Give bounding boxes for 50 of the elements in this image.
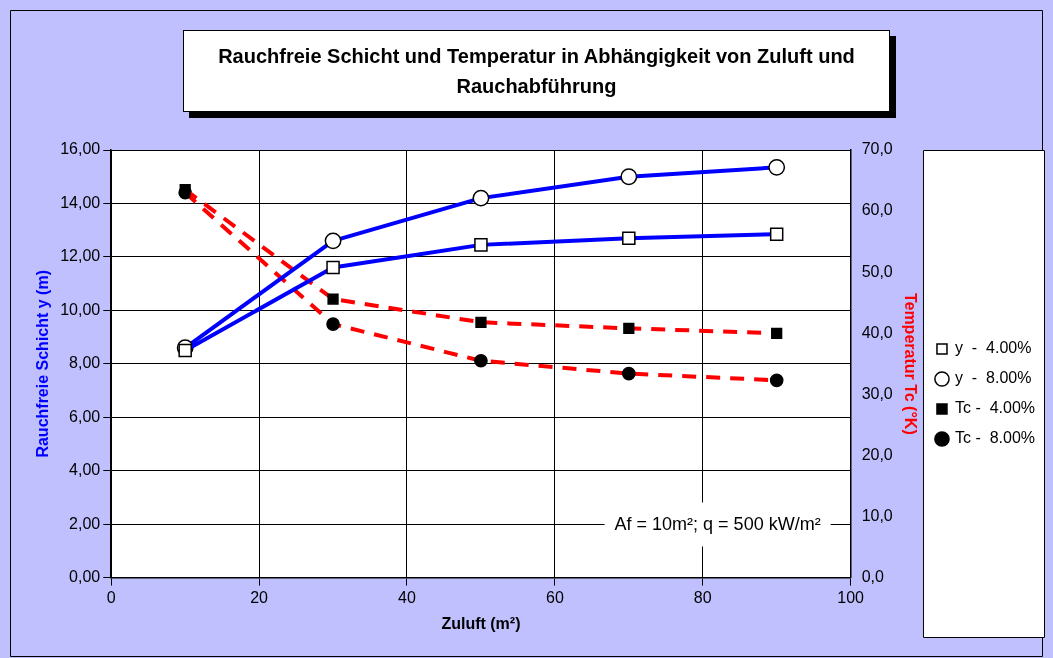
point bbox=[620, 168, 638, 186]
y2-tick-label: 20,0 bbox=[861, 445, 893, 463]
point bbox=[621, 366, 636, 381]
legend-label: Tc - 4.00% bbox=[954, 399, 1035, 417]
y2-tick-label: 60,0 bbox=[861, 201, 893, 219]
point bbox=[771, 327, 783, 339]
y-tick-label: 2,00 bbox=[69, 514, 101, 532]
annotation: Af = 10m²; q = 500 kW/m² bbox=[614, 513, 821, 534]
legend-label: y - 4.00% bbox=[954, 339, 1032, 357]
chart-title: Rauchfreie Schicht und Temperatur in Abhängigkeit von Zuluft und Rauchabführung bbox=[183, 30, 890, 112]
y-tick-label: 14,00 bbox=[60, 193, 101, 211]
x-axis-title: Zuluft (m²) bbox=[441, 614, 521, 632]
point bbox=[622, 231, 636, 245]
y2-tick-label: 70,0 bbox=[861, 140, 893, 158]
y2-tick-label: 0,0 bbox=[861, 568, 884, 586]
point bbox=[179, 184, 191, 196]
y-tick-label: 12,00 bbox=[60, 247, 101, 265]
y2-tick-label: 40,0 bbox=[861, 323, 893, 341]
x-tick-label: 20 bbox=[250, 588, 269, 606]
point bbox=[327, 293, 339, 305]
point bbox=[326, 260, 340, 275]
legend-label: Tc - 8.00% bbox=[954, 429, 1035, 447]
y-tick-label: 0,00 bbox=[69, 568, 101, 586]
point bbox=[326, 317, 340, 331]
y-tick-label: 4,00 bbox=[69, 461, 101, 479]
y2-tick-label: 10,0 bbox=[861, 506, 893, 524]
legend-label: y - 8.00% bbox=[954, 369, 1032, 387]
point bbox=[769, 227, 784, 241]
point bbox=[623, 322, 635, 334]
point bbox=[768, 158, 786, 176]
point bbox=[474, 353, 488, 368]
y-tick-label: 6,00 bbox=[69, 407, 101, 425]
point bbox=[472, 189, 490, 207]
point bbox=[475, 316, 487, 328]
point bbox=[178, 343, 192, 358]
y-tick-label: 16,00 bbox=[60, 140, 101, 158]
point bbox=[474, 238, 488, 252]
y-axis-title: Rauchfreie Schicht y (m) bbox=[34, 270, 52, 458]
point bbox=[324, 232, 342, 250]
y2-tick-label: 30,0 bbox=[861, 384, 893, 402]
y2-axis-title: Temperatur Tc (°K) bbox=[901, 292, 919, 435]
x-tick-label: 60 bbox=[545, 588, 564, 606]
x-tick-label: 40 bbox=[398, 588, 416, 606]
x-tick-label: 100 bbox=[837, 588, 865, 606]
point bbox=[769, 373, 784, 388]
y2-tick-label: 50,0 bbox=[861, 262, 893, 280]
x-tick-label: 80 bbox=[693, 588, 712, 606]
x-tick-label: 0 bbox=[106, 588, 116, 606]
y-tick-label: 8,00 bbox=[69, 354, 101, 372]
y-tick-label: 10,00 bbox=[60, 300, 101, 318]
